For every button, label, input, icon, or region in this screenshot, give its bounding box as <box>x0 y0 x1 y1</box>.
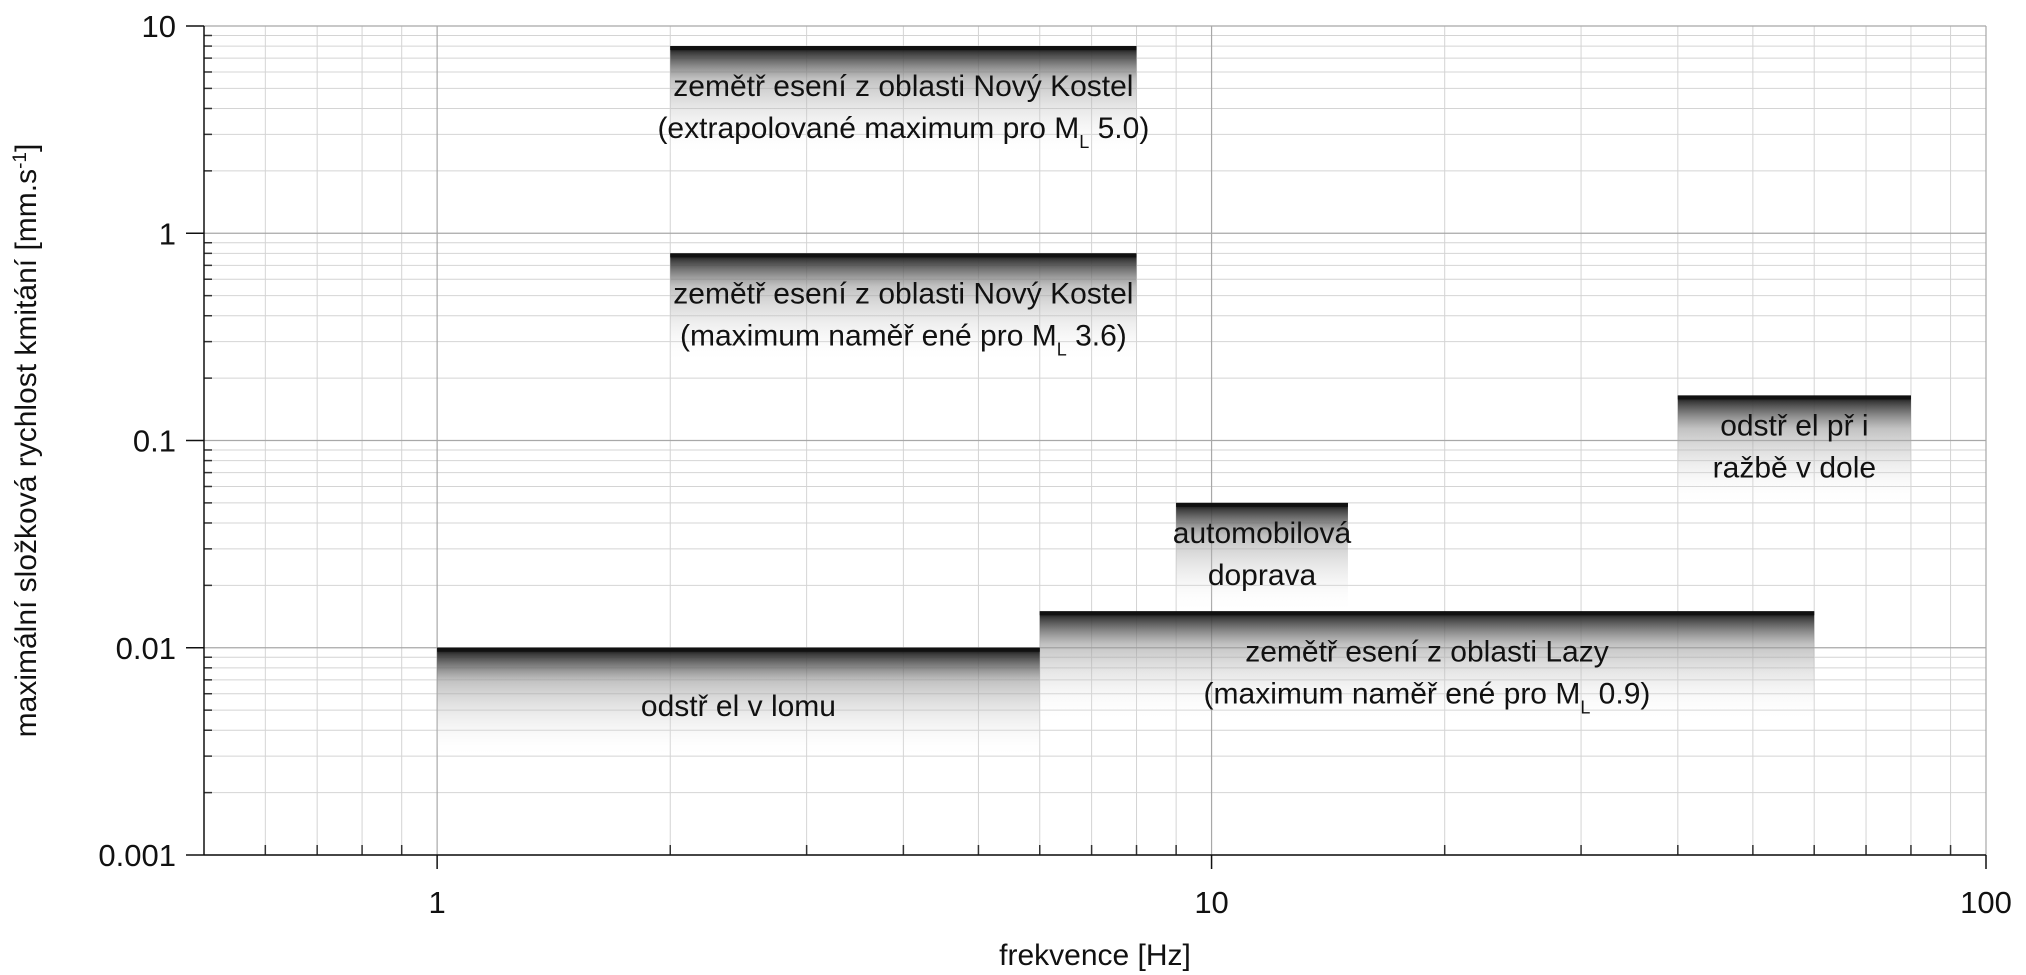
superscript: -1 <box>10 152 31 169</box>
y-axis-label: maximální složková rychlost kmitání [mm.… <box>10 144 44 738</box>
range-top-edge <box>1677 395 1911 400</box>
range-bar <box>670 46 1137 157</box>
range-label: automobilová <box>1173 517 1352 550</box>
text-part: zemětř esení z oblasti Lazy <box>1245 635 1609 668</box>
text-part: zemětř esení z oblasti Nový Kostel <box>673 277 1133 310</box>
range-top-edge <box>670 46 1137 51</box>
text-part: ] <box>10 144 43 152</box>
range-label: (extrapolované maximum pro ML 5.0) <box>657 112 1149 152</box>
text-part: (maximum naměř ené pro M <box>1204 677 1581 710</box>
text-part: 3.6) <box>1067 319 1127 352</box>
range-label: (maximum naměř ené pro ML 3.6) <box>680 319 1127 359</box>
x-axis-label: frekvence [Hz] <box>999 939 1191 972</box>
range-top-edge <box>1039 611 1815 616</box>
text-part: (extrapolované maximum pro M <box>657 112 1079 145</box>
text-part: ražbě v dole <box>1713 451 1876 484</box>
text-part: maximální složková rychlost kmitání [mm.… <box>10 169 43 737</box>
range-bar <box>1039 611 1815 722</box>
range-top-edge <box>1176 502 1348 507</box>
subscript: L <box>1580 697 1590 717</box>
x-tick-label: 10 <box>1194 885 1228 920</box>
subscript: L <box>1079 132 1089 152</box>
range-label: (maximum naměř ené pro ML 0.9) <box>1204 677 1651 717</box>
x-tick-label: 1 <box>429 885 446 920</box>
range-bar <box>670 253 1137 364</box>
x-tick-label: 100 <box>1960 885 2012 920</box>
range-label: odstř el př i <box>1720 409 1868 442</box>
text-part: automobilová <box>1173 517 1352 550</box>
range-label: doprava <box>1208 559 1317 592</box>
range-bar <box>1677 395 1911 506</box>
range-bar <box>437 647 1040 758</box>
text-part: odstř el v lomu <box>641 690 836 723</box>
y-tick-label: 0.1 <box>133 424 176 459</box>
range-label: zemětř esení z oblasti Nový Kostel <box>673 277 1133 310</box>
text-part: odstř el př i <box>1720 409 1868 442</box>
y-tick-label: 1 <box>159 216 176 251</box>
subscript: L <box>1057 339 1067 359</box>
y-tick-label: 0.01 <box>116 631 176 666</box>
y-tick-label: 10 <box>142 9 176 44</box>
text-part: zemětř esení z oblasti Nový Kostel <box>673 70 1133 103</box>
y-tick-label: 0.001 <box>98 838 176 873</box>
range-label: zemětř esení z oblasti Lazy <box>1245 635 1609 668</box>
range-label: ražbě v dole <box>1713 451 1876 484</box>
text-part: 0.9) <box>1590 677 1650 710</box>
text-part: 5.0) <box>1089 112 1149 145</box>
range-bar <box>1176 502 1348 613</box>
text-part: doprava <box>1208 559 1317 592</box>
range-label: odstř el v lomu <box>641 690 836 723</box>
range-label: zemětř esení z oblasti Nový Kostel <box>673 70 1133 103</box>
range-top-edge <box>437 647 1040 652</box>
text-part: (maximum naměř ené pro M <box>680 319 1057 352</box>
range-top-edge <box>670 253 1137 258</box>
